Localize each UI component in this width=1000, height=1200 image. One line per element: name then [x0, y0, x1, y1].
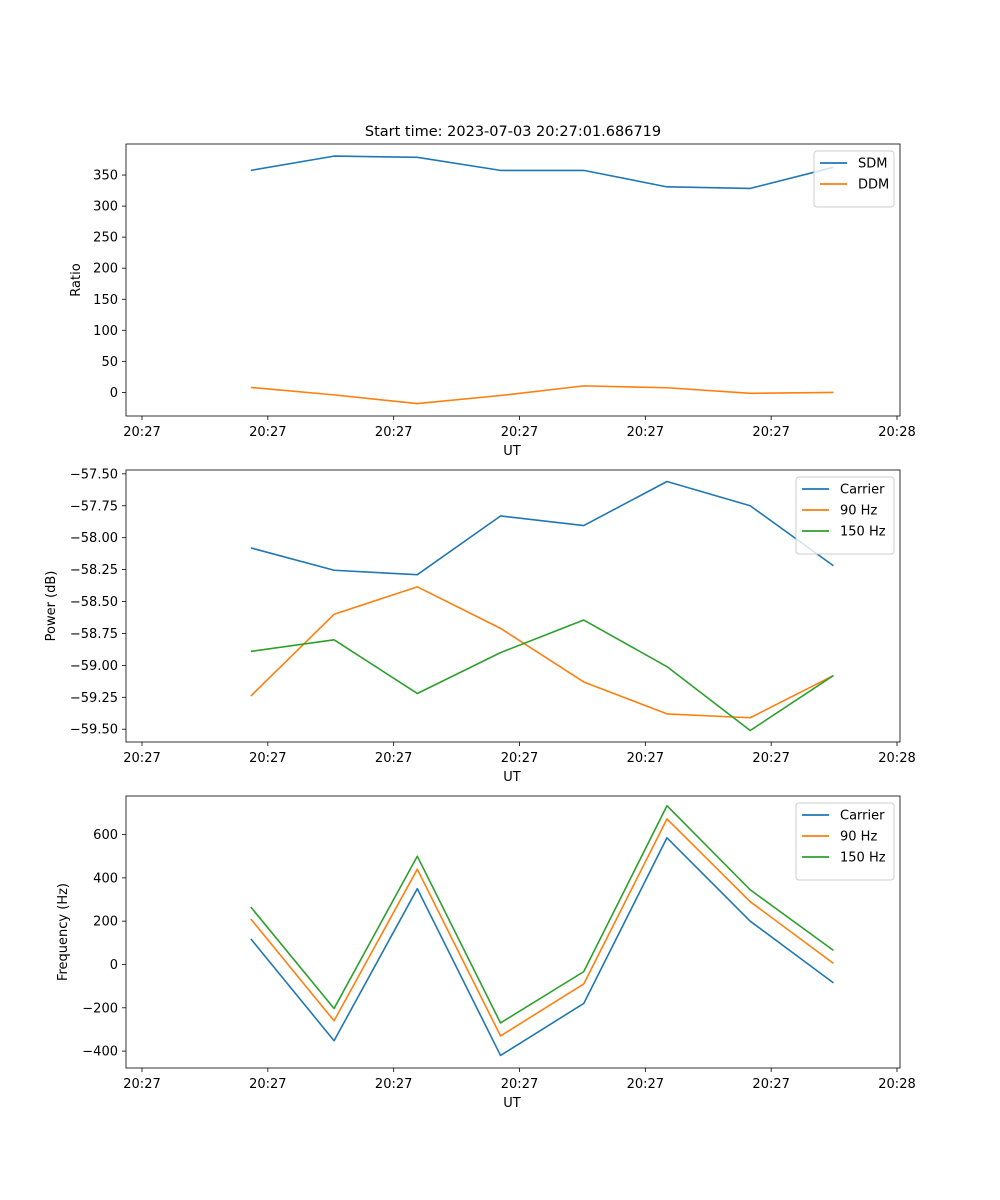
series-line-150-hz: [250, 619, 834, 732]
legend-label: SDM: [858, 157, 887, 172]
axes-frame: [125, 469, 901, 743]
y-tick-label: −59.00: [70, 659, 118, 674]
x-tick-label: 20:27: [375, 1077, 412, 1092]
chart-panel-1: 20:27 20:27 20:27 20:27 20:27 20:27 20:28 0 50 10…: [69, 143, 916, 459]
series-line-150-hz: [250, 804, 834, 1024]
axes-frame: [125, 795, 901, 1069]
y-tick-label: 50: [101, 355, 118, 370]
y-tick-label: 200: [93, 262, 118, 277]
x-tick-label: 20:27: [501, 425, 538, 440]
x-axis-label: UT: [503, 770, 521, 785]
chart-panel-2: 20:27 20:27 20:27 20:27 20:27 20:27 20:28 −59.5…: [44, 467, 916, 785]
y-tick-label: 100: [93, 324, 118, 339]
x-tick-label: 20:27: [501, 1077, 538, 1092]
x-tick-label: 20:27: [375, 425, 412, 440]
y-tick-label: 400: [93, 871, 118, 886]
chart-panel-3: 20:27 20:27 20:27 20:27 20:27 20:27 20:28 −400 −…: [56, 795, 916, 1111]
x-axis-label: UT: [503, 444, 521, 459]
y-tick-label: −400: [82, 1045, 118, 1060]
legend-label: 90 Hz: [840, 504, 877, 519]
y-tick-label: 300: [93, 200, 118, 215]
series-line-90-hz: [250, 818, 834, 1037]
x-tick-label: 20:27: [375, 751, 412, 766]
y-tick-label: 150: [93, 293, 118, 308]
x-tick-label: 20:28: [878, 751, 915, 766]
y-tick-label: −58.25: [70, 563, 118, 578]
y-tick-label: −58.00: [70, 531, 118, 546]
legend-box: [795, 476, 895, 555]
x-tick-label: 20:27: [249, 1077, 286, 1092]
x-tick-label: 20:27: [249, 425, 286, 440]
x-tick-label: 20:27: [627, 1077, 664, 1092]
legend-label: 150 Hz: [840, 525, 886, 540]
y-tick-label: −200: [82, 1001, 118, 1016]
legend-label: Carrier: [840, 809, 885, 824]
legend-label: 150 Hz: [840, 851, 886, 866]
x-tick-label: 20:28: [878, 425, 915, 440]
y-tick-label: −57.75: [70, 499, 118, 514]
series-line-90-hz: [250, 586, 834, 719]
legend-box: [813, 150, 895, 208]
y-axis-label: Power (dB): [44, 571, 59, 642]
legend-box: [795, 802, 895, 881]
x-tick-label: 20:27: [123, 425, 160, 440]
y-axis-label: Ratio: [69, 263, 84, 296]
x-tick-label: 20:27: [752, 751, 789, 766]
x-axis-label: UT: [503, 1096, 521, 1111]
series-line-sdm: [250, 155, 834, 190]
x-tick-label: 20:27: [752, 425, 789, 440]
x-tick-label: 20:27: [752, 1077, 789, 1092]
y-tick-label: −59.50: [70, 723, 118, 738]
x-tick-label: 20:27: [123, 751, 160, 766]
x-tick-label: 20:28: [878, 1077, 915, 1092]
y-tick-label: 350: [93, 169, 118, 184]
y-tick-label: 200: [93, 915, 118, 930]
legend-label: Carrier: [840, 483, 885, 498]
legend: Carrier 90 Hz 150 Hz: [795, 476, 895, 555]
x-tick-label: 20:27: [627, 751, 664, 766]
x-tick-label: 20:27: [627, 425, 664, 440]
series-line-carrier: [250, 480, 834, 576]
y-tick-label: 0: [110, 958, 118, 973]
legend: Carrier 90 Hz 150 Hz: [795, 802, 895, 881]
legend-label: DDM: [858, 178, 889, 193]
legend-label: 90 Hz: [840, 830, 877, 845]
y-tick-label: −59.25: [70, 691, 118, 706]
x-tick-label: 20:27: [249, 751, 286, 766]
y-tick-label: 600: [93, 828, 118, 843]
series-line-carrier: [250, 836, 834, 1057]
y-tick-label: −58.50: [70, 595, 118, 610]
y-tick-label: −57.50: [70, 467, 118, 482]
axes-frame: [125, 143, 901, 417]
series-line-ddm: [250, 385, 834, 405]
y-tick-label: 250: [93, 231, 118, 246]
y-tick-label: −58.75: [70, 627, 118, 642]
x-tick-label: 20:27: [501, 751, 538, 766]
figure-title: Start time: 2023-07-03 20:27:01.686719: [365, 124, 661, 140]
legend: SDM DDM: [813, 150, 895, 208]
y-tick-label: 0: [110, 386, 118, 401]
x-tick-label: 20:27: [123, 1077, 160, 1092]
y-axis-label: Frequency (Hz): [56, 883, 71, 981]
